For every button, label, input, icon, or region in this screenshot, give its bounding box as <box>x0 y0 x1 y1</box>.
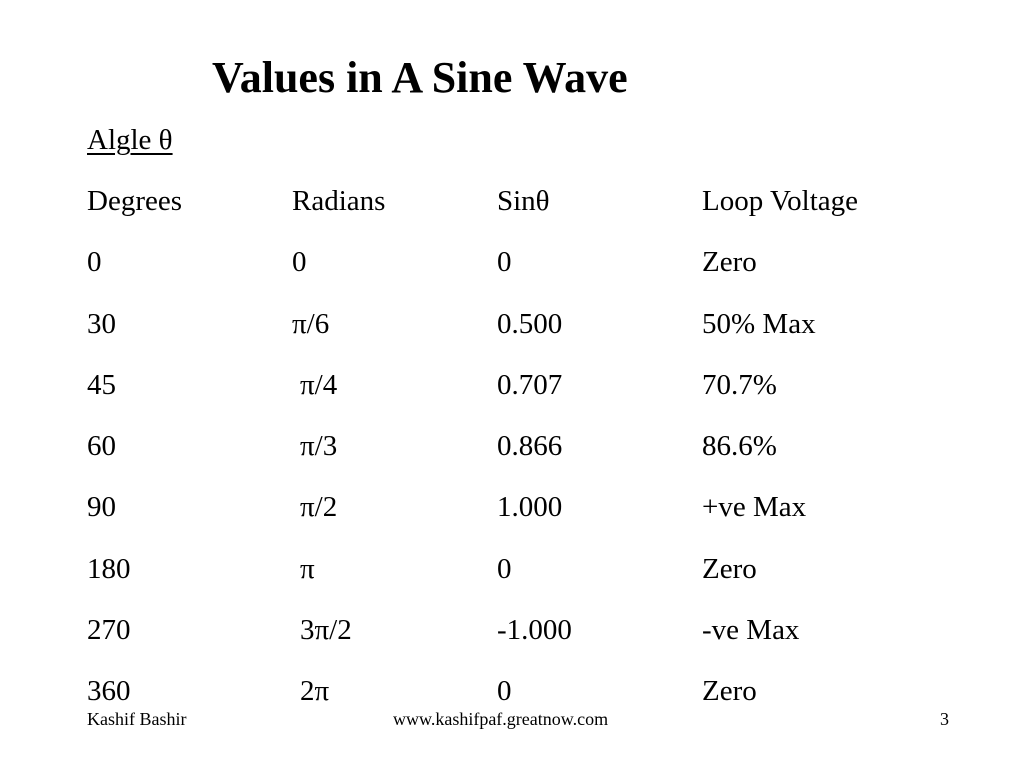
slide-footer: Kashif Bashir www.kashifpaf.greatnow.com… <box>87 707 949 731</box>
cell-sin: 0.866 <box>497 430 563 463</box>
cell-degrees: 30 <box>87 307 116 340</box>
page-number: 3 <box>940 709 949 729</box>
table-row: 360 2π 0 Zero <box>87 673 947 734</box>
cell-loop-voltage: 86.6% <box>702 430 777 463</box>
cell-degrees: 360 <box>87 675 131 708</box>
cell-radians: π/2 <box>300 491 338 524</box>
header-degrees: Degrees <box>87 185 183 217</box>
cell-sin: -1.000 <box>497 614 572 647</box>
cell-sin: 0 <box>497 552 512 585</box>
table-row: 270 3π/2 -1.000 -ve Max <box>87 612 947 673</box>
cell-degrees: 0 <box>87 246 102 279</box>
cell-sin: 0 <box>497 675 512 708</box>
table-row: 30 π/6 0.500 50% Max <box>87 306 947 367</box>
header-radians: Radians <box>292 185 386 217</box>
footer-author: Kashif Bashir <box>87 709 187 729</box>
table-row: 180 π 0 Zero <box>87 551 947 612</box>
cell-loop-voltage: Zero <box>702 675 757 708</box>
cell-degrees: 270 <box>87 614 131 647</box>
cell-radians: π/6 <box>292 307 330 340</box>
header-loop-voltage: Loop Voltage <box>702 185 859 217</box>
cell-degrees: 180 <box>87 552 131 585</box>
footer-url: www.kashifpaf.greatnow.com <box>393 709 609 729</box>
cell-loop-voltage: 70.7% <box>702 368 777 401</box>
table-row: 90 π/2 1.000 +ve Max <box>87 489 947 550</box>
cell-radians: 3π/2 <box>300 614 352 647</box>
table-row: 0 0 0 Zero <box>87 244 947 305</box>
cell-radians: 0 <box>292 246 307 279</box>
cell-loop-voltage: Zero <box>702 552 757 585</box>
sine-values-table: Degrees Radians Sinθ Loop Voltage 0 0 0 … <box>87 183 947 735</box>
cell-radians: π/3 <box>300 430 338 463</box>
cell-sin: 1.000 <box>497 491 563 524</box>
cell-radians: π/4 <box>300 368 338 401</box>
table-row: 45 π/4 0.707 70.7% <box>87 367 947 428</box>
slide-title: Values in A Sine Wave <box>212 53 628 102</box>
cell-loop-voltage: Zero <box>702 246 757 279</box>
table-header-row: Degrees Radians Sinθ Loop Voltage <box>87 183 947 244</box>
cell-sin: 0 <box>497 246 512 279</box>
subheading-angle: Algle θ <box>87 124 173 156</box>
cell-degrees: 60 <box>87 430 116 463</box>
cell-sin: 0.707 <box>497 368 563 401</box>
header-sin: Sinθ <box>497 185 550 217</box>
table-row: 60 π/3 0.866 86.6% <box>87 428 947 489</box>
cell-loop-voltage: -ve Max <box>702 614 800 647</box>
cell-radians: 2π <box>300 675 330 708</box>
cell-degrees: 45 <box>87 368 116 401</box>
cell-radians: π <box>300 552 315 585</box>
cell-degrees: 90 <box>87 491 116 524</box>
cell-loop-voltage: +ve Max <box>702 491 807 524</box>
cell-loop-voltage: 50% Max <box>702 307 816 340</box>
cell-sin: 0.500 <box>497 307 563 340</box>
